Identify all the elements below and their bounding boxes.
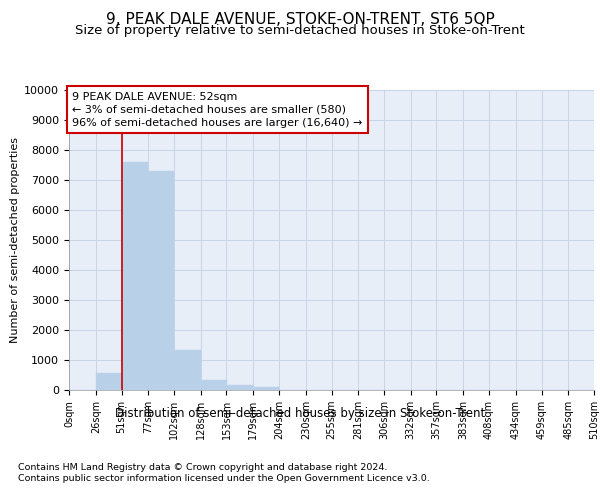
Text: Distribution of semi-detached houses by size in Stoke-on-Trent: Distribution of semi-detached houses by … bbox=[115, 408, 485, 420]
Bar bbox=[96, 372, 121, 390]
Text: Contains HM Land Registry data © Crown copyright and database right 2024.: Contains HM Land Registry data © Crown c… bbox=[18, 462, 388, 471]
Text: 9, PEAK DALE AVENUE, STOKE-ON-TRENT, ST6 5QP: 9, PEAK DALE AVENUE, STOKE-ON-TRENT, ST6… bbox=[106, 12, 494, 28]
Text: 9 PEAK DALE AVENUE: 52sqm
← 3% of semi-detached houses are smaller (580)
96% of : 9 PEAK DALE AVENUE: 52sqm ← 3% of semi-d… bbox=[72, 92, 362, 128]
Text: Contains public sector information licensed under the Open Government Licence v3: Contains public sector information licen… bbox=[18, 474, 430, 483]
Bar bbox=[121, 162, 148, 390]
Bar bbox=[148, 171, 174, 390]
Y-axis label: Number of semi-detached properties: Number of semi-detached properties bbox=[10, 137, 20, 343]
Bar bbox=[201, 380, 227, 390]
Text: Size of property relative to semi-detached houses in Stoke-on-Trent: Size of property relative to semi-detach… bbox=[75, 24, 525, 37]
Bar bbox=[174, 350, 201, 390]
Bar bbox=[253, 386, 279, 390]
Bar bbox=[227, 385, 253, 390]
